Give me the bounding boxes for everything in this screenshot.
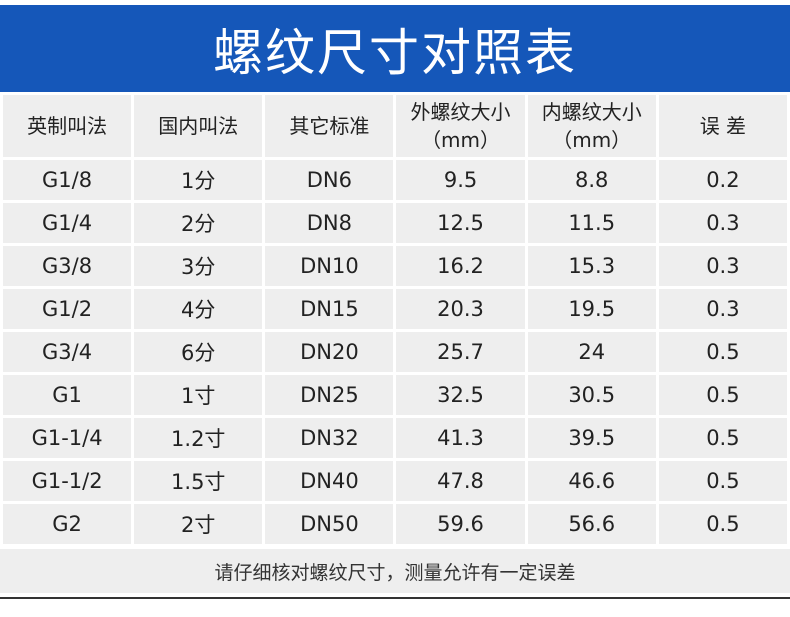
table-row: G1/8 1分 DN6 9.5 8.8 0.2 bbox=[3, 160, 787, 200]
table-header-row: 英制叫法 国内叫法 其它标准 外螺纹大小 （mm） 内螺纹大小 （mm） 误 差 bbox=[3, 95, 787, 157]
table-cell: 25.7 bbox=[396, 332, 525, 372]
table-cell: 1.2寸 bbox=[134, 418, 263, 458]
table-cell: G3/4 bbox=[3, 332, 132, 372]
table-cell: 12.5 bbox=[396, 203, 525, 243]
table-cell: G2 bbox=[3, 504, 132, 544]
table-cell: 59.6 bbox=[396, 504, 525, 544]
table-cell: 4分 bbox=[134, 289, 263, 329]
table-cell: 46.6 bbox=[527, 461, 656, 501]
table-cell: 47.8 bbox=[396, 461, 525, 501]
table-cell: 41.3 bbox=[396, 418, 525, 458]
table-cell: 0.5 bbox=[658, 418, 787, 458]
table-cell: 1寸 bbox=[134, 375, 263, 415]
table-cell: 1分 bbox=[134, 160, 263, 200]
table-cell: 39.5 bbox=[527, 418, 656, 458]
table-row: G1-1/2 1.5寸 DN40 47.8 46.6 0.5 bbox=[3, 461, 787, 501]
table-cell: G1-1/2 bbox=[3, 461, 132, 501]
header-tolerance: 误 差 bbox=[658, 95, 787, 157]
table-cell: DN50 bbox=[265, 504, 394, 544]
table-cell: DN6 bbox=[265, 160, 394, 200]
table-cell: G1/8 bbox=[3, 160, 132, 200]
table-cell: DN20 bbox=[265, 332, 394, 372]
table-cell: 0.5 bbox=[658, 504, 787, 544]
table-cell: 0.3 bbox=[658, 246, 787, 286]
table-row: G1 1寸 DN25 32.5 30.5 0.5 bbox=[3, 375, 787, 415]
header-imperial-name: 英制叫法 bbox=[3, 95, 132, 157]
table-cell: DN25 bbox=[265, 375, 394, 415]
table-cell: 11.5 bbox=[527, 203, 656, 243]
table-cell: 8.8 bbox=[527, 160, 656, 200]
table-cell: 56.6 bbox=[527, 504, 656, 544]
table-cell: 32.5 bbox=[396, 375, 525, 415]
table-cell: 15.3 bbox=[527, 246, 656, 286]
header-other-standard: 其它标准 bbox=[265, 95, 394, 157]
table-cell: G1 bbox=[3, 375, 132, 415]
table-cell: 3分 bbox=[134, 246, 263, 286]
table-row: G3/4 6分 DN20 25.7 24 0.5 bbox=[3, 332, 787, 372]
header-external-thread-size: 外螺纹大小 （mm） bbox=[396, 95, 525, 157]
table-cell: DN8 bbox=[265, 203, 394, 243]
table-row: G2 2寸 DN50 59.6 56.6 0.5 bbox=[3, 504, 787, 544]
table-cell: DN15 bbox=[265, 289, 394, 329]
table-row: G1-1/4 1.2寸 DN32 41.3 39.5 0.5 bbox=[3, 418, 787, 458]
table-cell: 2寸 bbox=[134, 504, 263, 544]
header-domestic-name: 国内叫法 bbox=[134, 95, 263, 157]
table-cell: 30.5 bbox=[527, 375, 656, 415]
size-table: 英制叫法 国内叫法 其它标准 外螺纹大小 （mm） 内螺纹大小 （mm） 误 差… bbox=[0, 92, 790, 547]
table-cell: DN40 bbox=[265, 461, 394, 501]
table-cell: 16.2 bbox=[396, 246, 525, 286]
header-internal-thread-size: 内螺纹大小 （mm） bbox=[527, 95, 656, 157]
table-cell: 6分 bbox=[134, 332, 263, 372]
table-cell: 2分 bbox=[134, 203, 263, 243]
table-cell: G1-1/4 bbox=[3, 418, 132, 458]
table-cell: G3/8 bbox=[3, 246, 132, 286]
table-cell: G1/2 bbox=[3, 289, 132, 329]
table-cell: 9.5 bbox=[396, 160, 525, 200]
table-row: G1/2 4分 DN15 20.3 19.5 0.3 bbox=[3, 289, 787, 329]
table-cell: 0.3 bbox=[658, 203, 787, 243]
table-cell: 1.5寸 bbox=[134, 461, 263, 501]
table-cell: DN32 bbox=[265, 418, 394, 458]
page-title: 螺纹尺寸对照表 bbox=[0, 5, 790, 92]
table-row: G1/4 2分 DN8 12.5 11.5 0.3 bbox=[3, 203, 787, 243]
table-cell: G1/4 bbox=[3, 203, 132, 243]
table-cell: 20.3 bbox=[396, 289, 525, 329]
table-cell: 0.2 bbox=[658, 160, 787, 200]
table-cell: 0.5 bbox=[658, 375, 787, 415]
table-cell: DN10 bbox=[265, 246, 394, 286]
table-cell: 19.5 bbox=[527, 289, 656, 329]
table-cell: 0.5 bbox=[658, 461, 787, 501]
footnote: 请仔细核对螺纹尺寸，测量允许有一定误差 bbox=[0, 549, 790, 593]
table-row: G3/8 3分 DN10 16.2 15.3 0.3 bbox=[3, 246, 787, 286]
divider bbox=[0, 597, 790, 599]
table-cell: 0.3 bbox=[658, 289, 787, 329]
table-cell: 24 bbox=[527, 332, 656, 372]
table-cell: 0.5 bbox=[658, 332, 787, 372]
